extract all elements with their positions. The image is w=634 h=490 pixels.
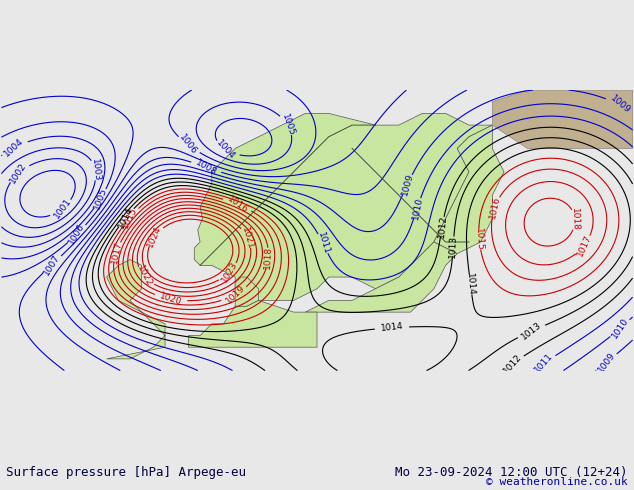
Text: 1016: 1016 bbox=[226, 195, 250, 215]
Text: 1014: 1014 bbox=[117, 205, 135, 230]
Polygon shape bbox=[107, 260, 165, 359]
Text: 1001: 1001 bbox=[52, 196, 73, 220]
Polygon shape bbox=[194, 113, 493, 300]
Text: 1017: 1017 bbox=[576, 233, 593, 257]
Text: 1013: 1013 bbox=[519, 320, 543, 342]
Text: 1004: 1004 bbox=[3, 137, 25, 159]
Text: 1005: 1005 bbox=[280, 113, 295, 138]
Text: 1014: 1014 bbox=[465, 273, 476, 296]
Text: 1012: 1012 bbox=[501, 352, 523, 375]
Polygon shape bbox=[493, 90, 633, 148]
Text: 1006: 1006 bbox=[178, 133, 199, 157]
Text: 1020: 1020 bbox=[158, 291, 183, 307]
Text: 1009: 1009 bbox=[608, 94, 631, 116]
Text: 1012: 1012 bbox=[436, 215, 448, 239]
Polygon shape bbox=[235, 277, 259, 306]
Text: 1006: 1006 bbox=[67, 221, 87, 246]
Text: 1005: 1005 bbox=[93, 186, 108, 211]
Text: 1019: 1019 bbox=[224, 283, 247, 306]
Text: 1003: 1003 bbox=[89, 158, 101, 182]
Text: 1015: 1015 bbox=[474, 228, 484, 251]
Text: 1008: 1008 bbox=[194, 158, 218, 177]
Text: Mo 23-09-2024 12:00 UTC (12+24): Mo 23-09-2024 12:00 UTC (12+24) bbox=[395, 466, 628, 479]
Text: 1017: 1017 bbox=[110, 240, 123, 264]
Text: 1004: 1004 bbox=[214, 138, 236, 161]
Text: 1016: 1016 bbox=[488, 195, 501, 219]
Text: 1009: 1009 bbox=[596, 350, 617, 374]
Text: 1021: 1021 bbox=[240, 226, 255, 250]
Text: 1023: 1023 bbox=[220, 260, 239, 284]
Text: Surface pressure [hPa] Arpege-eu: Surface pressure [hPa] Arpege-eu bbox=[6, 466, 247, 479]
Text: 1024: 1024 bbox=[146, 224, 164, 249]
Text: © weatheronline.co.uk: © weatheronline.co.uk bbox=[486, 477, 628, 487]
Text: 1014: 1014 bbox=[380, 322, 404, 334]
Text: 1018: 1018 bbox=[570, 208, 579, 231]
Text: 1007: 1007 bbox=[42, 252, 62, 277]
Text: 1010: 1010 bbox=[610, 316, 630, 341]
Text: 1015: 1015 bbox=[121, 205, 139, 230]
Text: 1010: 1010 bbox=[411, 196, 424, 220]
Text: 1018: 1018 bbox=[263, 246, 273, 270]
Text: 1002: 1002 bbox=[8, 161, 29, 186]
Polygon shape bbox=[306, 242, 457, 312]
Polygon shape bbox=[434, 125, 504, 254]
Text: 1022: 1022 bbox=[135, 264, 153, 288]
Text: 1009: 1009 bbox=[400, 172, 415, 197]
Text: 1011: 1011 bbox=[533, 352, 555, 375]
Text: 1013: 1013 bbox=[448, 235, 458, 258]
Polygon shape bbox=[188, 300, 317, 347]
Text: 1011: 1011 bbox=[316, 231, 330, 256]
